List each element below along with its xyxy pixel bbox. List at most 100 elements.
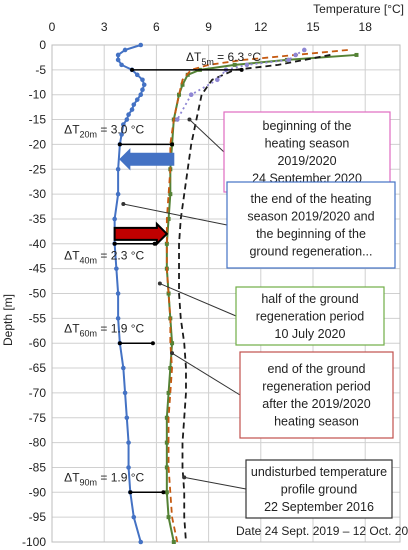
leader-tip — [157, 281, 162, 286]
data-point — [138, 539, 144, 545]
data-point — [286, 57, 291, 63]
series-line-3 — [178, 54, 331, 543]
delta-t-segments — [112, 67, 244, 495]
legend-box-line: the end of the heating — [251, 192, 372, 206]
delta-t-annotations: ΔT5m = 6.3 °C ΔT20m = 3.0 °C ΔT40m = 2.3 °… — [64, 50, 261, 487]
y-tick-label: -80 — [29, 436, 47, 450]
series-line-2 — [165, 49, 348, 543]
y-tick-label: -85 — [29, 460, 47, 474]
data-point — [244, 62, 250, 68]
arrow-right — [113, 221, 169, 247]
arrow-left — [119, 148, 175, 171]
data-point — [119, 62, 124, 68]
data-point — [115, 191, 121, 197]
data-point — [168, 192, 173, 197]
y-tick-label: -20 — [29, 137, 47, 151]
delta-t-annotation: ΔT20m = 3.0 °C — [64, 122, 144, 139]
delta-t-endpoint — [150, 341, 155, 346]
legend-boxes: beginning of the heating season 2019/2020 2… — [223, 111, 396, 519]
data-point — [164, 465, 169, 470]
y-tick-label: 0 — [39, 38, 46, 52]
legend-box — [235, 286, 385, 346]
data-point — [138, 92, 144, 97]
y-tick-label: -25 — [29, 162, 47, 176]
leader-line — [171, 352, 241, 396]
data-point — [122, 47, 128, 53]
legend-box-line: season 2019/2020 and — [247, 210, 374, 224]
data-point — [121, 122, 126, 127]
y-tick-label: -40 — [29, 237, 47, 251]
delta-t-annotation: ΔT90m = 1.9 °C — [64, 470, 144, 487]
footer-note: Date 24 Sept. 2019 – 12 Oct. 2020 — [236, 524, 408, 538]
leader-lines — [121, 117, 247, 490]
legend-box-line: beginning of the — [263, 119, 352, 133]
y-tick-label: -65 — [29, 361, 47, 375]
delta-t-annotation: ΔT5m = 6.3 °C — [186, 50, 261, 67]
data-point — [354, 52, 359, 57]
data-point — [131, 514, 137, 520]
leader-line — [189, 119, 225, 153]
data-point — [164, 241, 169, 246]
legend-box — [223, 111, 391, 193]
x-axis-label: Temperature [°C] — [313, 2, 404, 16]
data-point — [215, 77, 220, 83]
y-axis-label: Depth [m] — [1, 294, 15, 346]
data-point — [121, 365, 126, 371]
y-tick-label: -60 — [29, 336, 47, 350]
delta-t-endpoint — [170, 142, 175, 147]
x-tick-label: 0 — [49, 20, 56, 34]
data-point — [126, 440, 131, 445]
data-point — [119, 132, 124, 137]
y-tick-label: -50 — [29, 287, 47, 301]
legend-box-line: heating season — [274, 415, 359, 429]
data-point — [188, 92, 194, 97]
delta-t-endpoint — [152, 241, 157, 246]
legend-box-line: regeneration period — [262, 380, 370, 394]
x-tick-label: 18 — [359, 20, 373, 34]
legend-box-line: profile ground — [281, 482, 357, 496]
data-point — [174, 117, 180, 122]
series-lines — [112, 42, 359, 545]
data-point — [177, 92, 182, 97]
data-point — [115, 57, 121, 63]
plot-frame — [51, 44, 401, 543]
y-tick-label: -5 — [35, 63, 46, 77]
data-point — [171, 540, 176, 544]
y-tick-label: -75 — [29, 411, 47, 425]
y-tick-label: -100 — [22, 535, 46, 549]
data-point — [166, 515, 171, 520]
data-point — [293, 52, 298, 58]
data-point — [141, 82, 147, 88]
y-tick-label: -70 — [29, 386, 47, 400]
delta-t-endpoint — [161, 490, 166, 495]
x-tick-label: 15 — [306, 20, 320, 34]
y-tick-label: -95 — [29, 510, 47, 524]
legend-box — [239, 351, 394, 439]
leader-tip — [121, 202, 126, 207]
data-point — [126, 112, 131, 117]
data-point — [164, 415, 169, 420]
leader-line — [159, 283, 237, 317]
data-point — [131, 102, 137, 107]
delta-t-endpoint — [130, 67, 135, 72]
delta-t-endpoint — [112, 241, 117, 246]
delta-t-endpoint — [239, 67, 244, 72]
x-tick-label: 12 — [254, 20, 268, 34]
data-point — [126, 465, 131, 470]
delta-t-endpoint — [117, 142, 122, 147]
legend-box-line: heating season — [265, 137, 350, 151]
data-point — [232, 62, 237, 67]
data-point — [122, 390, 128, 396]
leader-tip — [170, 351, 175, 356]
y-tick-label: -55 — [29, 311, 47, 325]
y-tick-label: -10 — [29, 88, 47, 102]
legend-box-line: 10 July 2020 — [275, 327, 346, 341]
x-tick-labels: 0 3 6 9 12 15 18 — [49, 20, 373, 34]
data-point — [140, 87, 145, 93]
data-point — [140, 77, 145, 83]
data-point — [115, 291, 121, 296]
data-point — [138, 42, 144, 48]
legend-box — [226, 181, 396, 269]
data-point — [114, 266, 119, 271]
delta-t-endpoint — [128, 490, 133, 495]
